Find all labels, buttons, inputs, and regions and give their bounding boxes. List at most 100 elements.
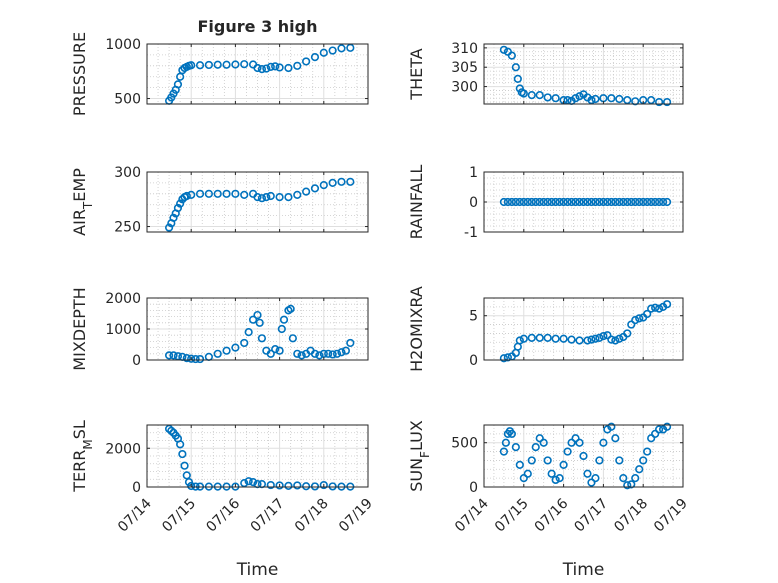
data-point [655, 425, 664, 434]
data-point [515, 336, 524, 345]
data-point [286, 304, 295, 313]
data-point [547, 197, 556, 207]
data-point [519, 334, 528, 343]
y-axis-label: SUNFLUX [407, 420, 432, 492]
data-point [499, 197, 509, 207]
data-point [279, 315, 289, 324]
data-point [315, 351, 324, 360]
data-point [275, 346, 284, 355]
data-point [515, 460, 524, 469]
data-point [567, 438, 576, 447]
data-point [543, 197, 552, 207]
data-point [591, 94, 600, 104]
data-point [187, 190, 196, 200]
data-point [527, 90, 536, 100]
data-point [627, 320, 636, 329]
subplot-theta: 300 305 310 THETA [407, 41, 684, 107]
x-tick-label: 07/19 [336, 496, 376, 536]
data-point [337, 177, 346, 186]
data-point [169, 213, 178, 222]
data-point [563, 96, 572, 105]
data-point [535, 434, 544, 443]
data-point [543, 93, 552, 102]
data-point [341, 346, 351, 355]
y-tick-label: 500 [451, 436, 478, 452]
x-tick-label: 07/16 [532, 496, 572, 536]
data-point [257, 334, 267, 343]
data-point [182, 471, 191, 480]
data-point [231, 189, 240, 198]
data-point [275, 63, 284, 72]
data-point [293, 190, 302, 200]
subplot-h2omixra: 0 5 H2OMIXRA [407, 286, 684, 372]
data-point [519, 197, 528, 207]
data-point [535, 333, 544, 342]
data-point [655, 304, 664, 313]
data-point [643, 447, 652, 456]
data-point [253, 310, 262, 320]
data-point [231, 343, 240, 352]
data-point [662, 197, 672, 207]
y-axis-label-part: THETA [407, 48, 426, 100]
data-point [319, 480, 328, 490]
data-point [507, 429, 516, 438]
data-point [662, 422, 672, 431]
data-point [575, 438, 584, 447]
data-point [647, 96, 656, 105]
data-point [213, 349, 222, 358]
data-point [615, 334, 624, 343]
data-point [310, 349, 320, 358]
data-point [302, 482, 311, 491]
data-point [187, 354, 196, 363]
data-point [575, 197, 584, 207]
data-point [507, 51, 516, 60]
data-point [319, 48, 328, 57]
data-point [539, 438, 548, 447]
data-point [623, 96, 632, 105]
data-point [176, 440, 185, 449]
axes-box [146, 424, 369, 488]
data-point [603, 331, 612, 340]
y-tick-label: 500 [114, 92, 141, 108]
data-point [176, 199, 185, 208]
data-point [559, 197, 568, 207]
axes-box [483, 424, 684, 488]
x-tick-label: 07/14 [115, 496, 155, 536]
data-point [635, 197, 644, 207]
data-point [647, 434, 656, 443]
data-point [257, 194, 267, 203]
data-point [191, 354, 200, 364]
x-tick-label: 07/15 [492, 496, 532, 536]
data-point [266, 349, 275, 358]
data-point [297, 351, 306, 360]
axes-box [146, 171, 369, 233]
data-point [563, 197, 572, 207]
axes-box [146, 43, 369, 105]
x-tick-label: 07/18 [292, 496, 332, 536]
data-point [575, 92, 584, 101]
data-point [277, 324, 286, 334]
y-tick-label: 300 [451, 80, 478, 96]
data-point [523, 197, 532, 207]
data-point [571, 434, 580, 443]
data-point [651, 303, 660, 312]
x-tick-label: 07/19 [651, 496, 691, 536]
subplot-mixdepth: 0 1000 2000 MIXDEPTH [70, 287, 369, 371]
data-point [173, 80, 183, 89]
data-point [627, 480, 636, 489]
y-axis-label: PRESSURE [70, 32, 89, 116]
axes-box [483, 43, 684, 105]
y-axis-label: H2OMIXRA [407, 286, 426, 372]
data-point [591, 474, 600, 483]
subplot-pressure: 500 1000 PRESSURE Figure 3 high [70, 17, 369, 116]
data-point [595, 333, 604, 342]
y-axis-label-part: AIR [70, 209, 89, 236]
data-point [332, 349, 342, 358]
data-point [346, 43, 355, 52]
data-point [662, 97, 672, 107]
data-point [599, 438, 608, 447]
data-point [631, 197, 640, 207]
data-point [655, 97, 664, 107]
y-axis-label-part: H2OMIXRA [407, 286, 426, 372]
data-point [511, 63, 520, 72]
